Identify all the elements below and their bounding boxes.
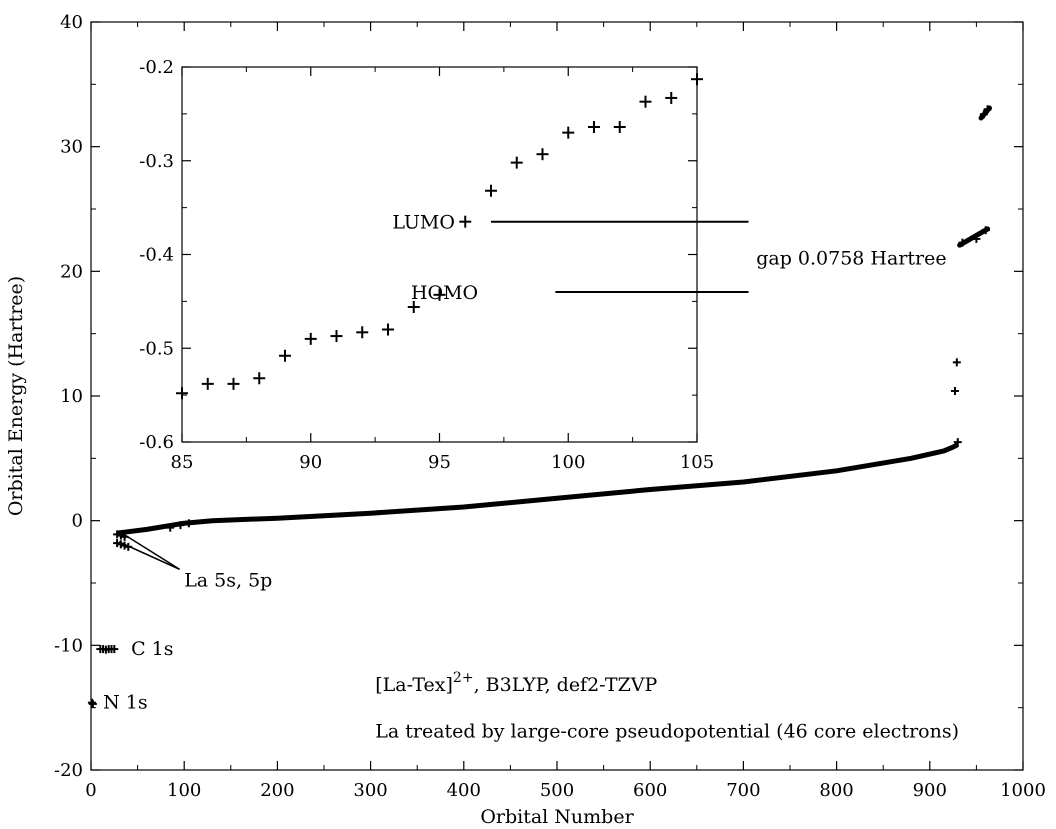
main-data-point <box>983 105 992 114</box>
annotation-label: La 5s, 5p <box>184 570 272 592</box>
main-y-axis-title: Orbital Energy (Hartree) <box>5 276 27 516</box>
main-data-point <box>979 110 988 119</box>
y-tick-label: -0.4 <box>139 245 174 266</box>
inset-annotations: LUMO HOMO gap 0.0758 Hartree <box>392 212 946 304</box>
y-tick-label: 0 <box>72 511 83 532</box>
inset-plot: 85 90 95 100 105 -0.6 -0.5 -0.4 -0.3 -0.2 LUMO HO… <box>139 57 946 473</box>
x-tick-label: 0 <box>85 780 96 801</box>
main-data-point <box>952 358 961 367</box>
inset-data-point <box>356 326 369 339</box>
y-tick-label: 40 <box>60 12 83 33</box>
inset-data-point <box>510 156 523 169</box>
inset-y-axis: -0.6 -0.5 -0.4 -0.3 -0.2 <box>139 57 697 453</box>
main-data-point <box>184 519 193 528</box>
inset-data-point <box>176 387 188 400</box>
system-label-superscript: 2+ <box>453 670 474 686</box>
x-tick-label: 300 <box>353 780 387 801</box>
main-data-point <box>110 645 119 654</box>
main-data-point <box>88 699 97 708</box>
y-tick-label: -0.6 <box>139 432 174 453</box>
inset-data-point <box>279 349 291 362</box>
x-tick-label: 105 <box>680 452 714 473</box>
inset-data-point <box>588 121 600 133</box>
y-tick-label: 10 <box>60 386 83 407</box>
inset-data-point <box>485 184 497 197</box>
x-tick-label: 95 <box>428 452 451 473</box>
inset-data-points <box>176 73 703 400</box>
x-tick-label: 100 <box>167 780 201 801</box>
x-tick-label: 700 <box>726 780 760 801</box>
inset-data-point <box>562 126 575 139</box>
x-tick-label: 90 <box>299 452 322 473</box>
main-data-point <box>958 238 967 247</box>
annotation-pointer <box>121 532 180 570</box>
main-plot: 0 100 200 300 400 500 600 700 800 900 1000 -20-100… <box>5 12 1046 828</box>
x-tick-label: 400 <box>447 780 481 801</box>
main-annotations: La 5s, 5p C 1s N 1s La treated by large-cor… <box>103 532 959 742</box>
x-tick-label: 800 <box>819 780 853 801</box>
inset-data-point <box>433 288 446 301</box>
annotation-label: C 1s <box>131 638 173 660</box>
level-label: HOMO <box>411 282 478 304</box>
x-tick-label: 100 <box>551 452 585 473</box>
main-data-point <box>113 539 122 548</box>
main-data-point <box>972 234 981 243</box>
level-label: LUMO <box>392 212 455 234</box>
annotation-label: N 1s <box>103 692 148 714</box>
y-tick-label: -0.5 <box>139 338 174 359</box>
main-data-point <box>981 226 990 235</box>
system-label-base: [La-Tex] <box>375 674 453 696</box>
main-x-axis: 0 100 200 300 400 500 600 700 800 900 1000 <box>85 22 1046 801</box>
annotation-label: La treated by large-core pseudopotential… <box>375 720 959 742</box>
y-tick-label: -0.3 <box>139 151 174 172</box>
x-tick-label: 85 <box>171 452 194 473</box>
main-data-point <box>953 438 962 447</box>
y-tick-label: -20 <box>54 760 83 781</box>
gap-label: gap 0.0758 Hartree <box>756 247 946 269</box>
y-tick-label: 30 <box>60 137 83 158</box>
main-data-point <box>166 523 175 532</box>
main-data-point <box>176 521 185 530</box>
x-tick-label: 900 <box>913 780 947 801</box>
main-y-axis: -20 -10 0 10 20 30 40 <box>54 12 1023 781</box>
inset-data-point <box>330 330 343 343</box>
orbital-energy-curve <box>116 442 959 536</box>
inset-data-point <box>201 377 214 390</box>
inset-plot-frame <box>181 66 698 443</box>
inset-data-point <box>227 377 240 390</box>
inset-data-point <box>665 91 678 104</box>
main-data-point <box>113 530 122 539</box>
x-tick-label: 1000 <box>1000 780 1046 801</box>
x-tick-label: 200 <box>260 780 294 801</box>
system-label: [La-Tex]2+, B3LYP, def2-TZVP <box>375 670 657 696</box>
x-tick-label: 500 <box>540 780 574 801</box>
main-data-point <box>950 387 959 396</box>
main-data-point <box>116 531 125 540</box>
y-tick-label: -10 <box>54 635 83 656</box>
inset-data-point <box>253 372 266 385</box>
y-tick-label: 20 <box>60 261 83 282</box>
inset-data-point <box>536 148 549 161</box>
inset-data-point <box>613 121 626 133</box>
inset-data-point <box>459 215 472 228</box>
inset-data-point <box>691 73 703 86</box>
inset-data-point <box>407 301 420 313</box>
system-label-rest: , B3LYP, def2-TZVP <box>474 674 658 696</box>
y-tick-label: -0.2 <box>139 57 174 78</box>
x-tick-label: 600 <box>633 780 667 801</box>
inset-data-point <box>639 95 652 108</box>
inset-data-point <box>304 332 317 345</box>
annotation-pointer <box>118 541 180 570</box>
inset-data-point <box>382 323 394 336</box>
main-x-axis-title: Orbital Number <box>480 806 634 828</box>
